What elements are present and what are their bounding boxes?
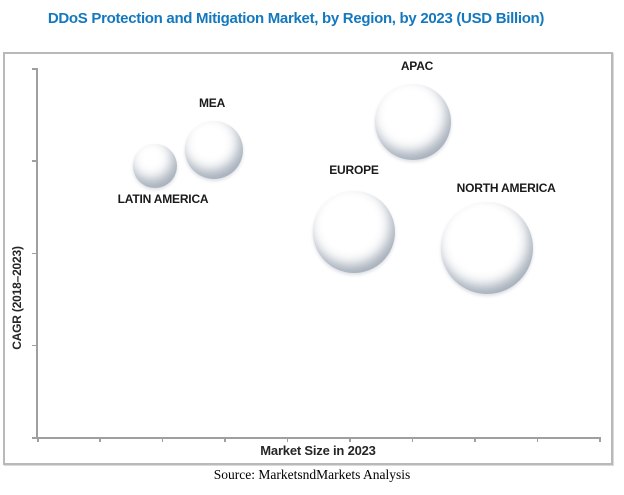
bubble-label-apac: APAC <box>400 58 434 73</box>
x-axis-tick <box>99 437 101 442</box>
bubble-label-latin-america: LATIN AMERICA <box>117 192 209 207</box>
x-axis-tick <box>536 437 539 442</box>
y-axis-title: CAGR (2018–2023) <box>10 246 24 350</box>
x-axis-tick <box>599 437 601 442</box>
y-axis-tick <box>32 344 37 347</box>
y-axis-tick <box>32 252 37 254</box>
bubble-north-america <box>441 202 533 294</box>
y-axis-tick <box>32 437 37 439</box>
x-axis-tick <box>286 437 289 442</box>
x-axis-tick <box>37 437 39 442</box>
bubble-label-europe: EUROPE <box>329 162 379 177</box>
bubble-latin-america <box>133 144 177 188</box>
bubble-label-mea: MEA <box>198 95 226 110</box>
bubble-apac <box>375 84 451 160</box>
chart-plot-frame: CAGR (2018–2023) Market Size in 2023 LAT… <box>3 52 613 465</box>
x-axis-tick <box>474 437 476 442</box>
bubble-europe <box>313 191 395 273</box>
y-axis-tick <box>32 68 37 70</box>
y-axis-line <box>36 68 38 439</box>
x-axis-title: Market Size in 2023 <box>260 443 376 458</box>
source-note: Source: MarketsndMarkets Analysis <box>213 467 411 482</box>
bubble-label-north-america: NORTH AMERICA <box>456 181 556 196</box>
bubble-mea <box>185 121 243 179</box>
y-axis-tick <box>32 160 37 162</box>
x-axis-tick <box>349 437 351 442</box>
chart-title: DDoS Protection and Mitigation Market, b… <box>47 10 545 27</box>
x-axis-tick <box>161 437 164 442</box>
x-axis-line <box>36 437 601 439</box>
x-axis-tick <box>411 437 414 442</box>
x-axis-tick <box>224 437 226 442</box>
